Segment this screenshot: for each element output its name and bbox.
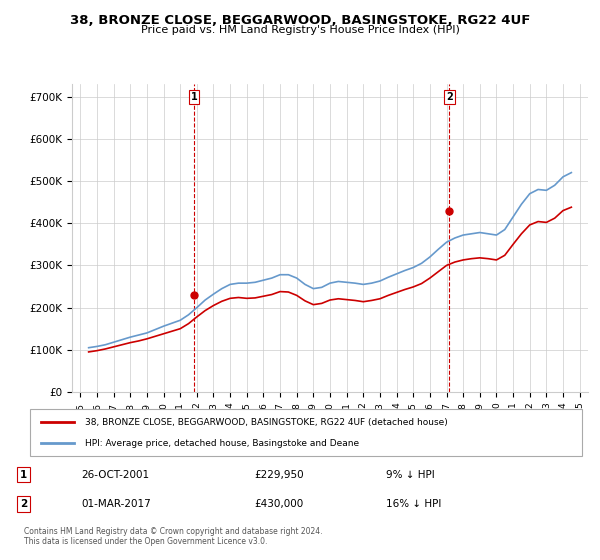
Text: 38, BRONZE CLOSE, BEGGARWOOD, BASINGSTOKE, RG22 4UF: 38, BRONZE CLOSE, BEGGARWOOD, BASINGSTOK… [70, 14, 530, 27]
Text: HPI: Average price, detached house, Basingstoke and Deane: HPI: Average price, detached house, Basi… [85, 438, 359, 447]
Text: Contains HM Land Registry data © Crown copyright and database right 2024.
This d: Contains HM Land Registry data © Crown c… [24, 526, 323, 546]
Text: 01-MAR-2017: 01-MAR-2017 [81, 499, 151, 509]
Text: 16% ↓ HPI: 16% ↓ HPI [386, 499, 442, 509]
Text: £430,000: £430,000 [254, 499, 303, 509]
Text: 38, BRONZE CLOSE, BEGGARWOOD, BASINGSTOKE, RG22 4UF (detached house): 38, BRONZE CLOSE, BEGGARWOOD, BASINGSTOK… [85, 418, 448, 427]
Text: 9% ↓ HPI: 9% ↓ HPI [386, 470, 435, 479]
Text: 26-OCT-2001: 26-OCT-2001 [81, 470, 149, 479]
Text: 1: 1 [191, 92, 197, 102]
Text: 1: 1 [20, 470, 27, 479]
Text: 2: 2 [446, 92, 453, 102]
Text: Price paid vs. HM Land Registry's House Price Index (HPI): Price paid vs. HM Land Registry's House … [140, 25, 460, 35]
Text: 2: 2 [20, 499, 27, 509]
FancyBboxPatch shape [30, 409, 582, 456]
Text: £229,950: £229,950 [254, 470, 304, 479]
